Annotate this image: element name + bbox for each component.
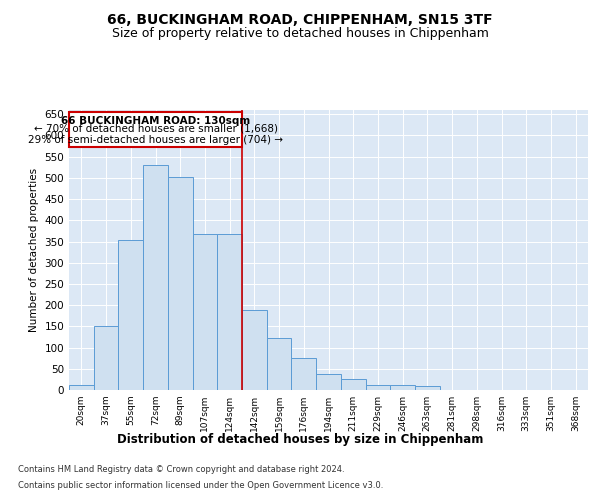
Text: Contains public sector information licensed under the Open Government Licence v3: Contains public sector information licen… — [18, 480, 383, 490]
Text: Size of property relative to detached houses in Chippenham: Size of property relative to detached ho… — [112, 28, 488, 40]
Y-axis label: Number of detached properties: Number of detached properties — [29, 168, 39, 332]
Bar — [316, 374, 341, 390]
Bar — [217, 234, 242, 390]
Text: Distribution of detached houses by size in Chippenham: Distribution of detached houses by size … — [117, 432, 483, 446]
Bar — [69, 385, 94, 390]
Bar — [70, 112, 242, 148]
Bar — [292, 358, 316, 390]
Bar — [267, 338, 292, 390]
Bar — [415, 386, 440, 390]
Text: Contains HM Land Registry data © Crown copyright and database right 2024.: Contains HM Land Registry data © Crown c… — [18, 466, 344, 474]
Text: 29% of semi-detached houses are larger (704) →: 29% of semi-detached houses are larger (… — [28, 134, 283, 144]
Bar — [365, 385, 390, 390]
Bar — [143, 165, 168, 390]
Text: 66, BUCKINGHAM ROAD, CHIPPENHAM, SN15 3TF: 66, BUCKINGHAM ROAD, CHIPPENHAM, SN15 3T… — [107, 12, 493, 26]
Text: 66 BUCKINGHAM ROAD: 130sqm: 66 BUCKINGHAM ROAD: 130sqm — [61, 116, 250, 126]
Bar — [242, 310, 267, 390]
Text: ← 70% of detached houses are smaller (1,668): ← 70% of detached houses are smaller (1,… — [34, 124, 277, 134]
Bar — [118, 240, 143, 390]
Bar — [390, 385, 415, 390]
Bar — [193, 234, 217, 390]
Bar — [94, 326, 118, 390]
Bar — [341, 378, 365, 390]
Bar — [168, 178, 193, 390]
